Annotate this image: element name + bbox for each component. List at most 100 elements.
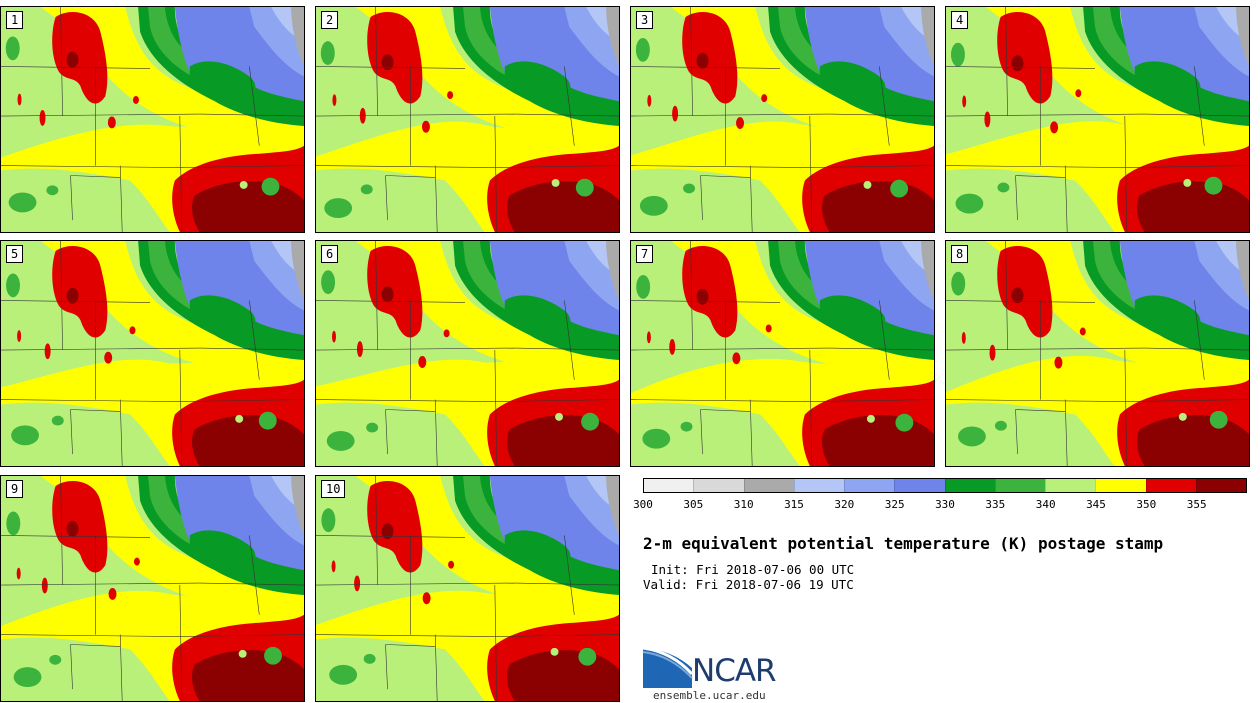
panel-label: 1 (6, 11, 24, 29)
field-region (367, 480, 423, 573)
state-boundary (199, 113, 304, 117)
field-region (550, 647, 559, 656)
field-region (52, 245, 108, 338)
state-boundary (1, 634, 180, 637)
panel-label: 5 (6, 245, 24, 263)
field-region (997, 182, 1010, 193)
field-region (696, 52, 709, 69)
colorbar-tick-label: 355 (1186, 498, 1207, 511)
field-region (316, 168, 485, 232)
state-boundary (316, 300, 466, 303)
field-region (682, 245, 738, 338)
field-region (51, 415, 64, 426)
field-region (316, 637, 485, 701)
field-region (354, 575, 361, 592)
logo-text: NCAR (692, 653, 777, 689)
colorbar (643, 478, 1247, 493)
state-boundary (1015, 175, 1066, 178)
theta-e-map (631, 7, 934, 232)
field-region (1050, 121, 1059, 134)
field-region (329, 664, 358, 685)
colorbar-swatch (944, 479, 995, 492)
state-boundary (494, 350, 498, 466)
field-region (11, 425, 39, 446)
state-boundary (631, 66, 781, 69)
panel-label: 4 (951, 11, 969, 29)
field-region (1011, 287, 1024, 304)
state-boundary (316, 347, 515, 351)
field-region (504, 295, 571, 333)
state-boundary (564, 300, 575, 380)
field-region (890, 179, 909, 198)
state-boundary (434, 634, 438, 701)
colorbar-tick-label: 350 (1136, 498, 1157, 511)
theta-e-map (946, 241, 1249, 466)
state-boundary (70, 175, 121, 178)
field-region (951, 271, 966, 296)
field-region (962, 95, 967, 108)
state-boundary (1064, 399, 1068, 466)
theta-e-map (316, 241, 619, 466)
field-region (961, 331, 966, 344)
state-boundary (809, 350, 813, 466)
field-region (921, 241, 934, 301)
field-region (765, 324, 772, 333)
state-boundary (749, 165, 753, 232)
field-region (189, 530, 256, 568)
field-region (946, 168, 1115, 232)
field-region (507, 650, 619, 701)
state-boundary (70, 644, 121, 647)
field-region (235, 414, 244, 423)
state-boundary (179, 350, 183, 466)
field-region (1054, 356, 1063, 369)
state-boundary (514, 582, 619, 586)
valid-time: Valid: Fri 2018-07-06 19 UTC (643, 577, 854, 592)
colorbar-swatch (644, 479, 694, 492)
panel-label: 3 (636, 11, 654, 29)
field-region (642, 428, 671, 449)
state-boundary (1015, 409, 1066, 412)
field-region (555, 412, 564, 421)
theta-e-map (1, 241, 304, 466)
colorbar-swatch (1045, 479, 1096, 492)
colorbar-swatch (1095, 479, 1146, 492)
state-boundary (179, 399, 304, 402)
state-boundary (1124, 165, 1249, 168)
state-boundary (564, 535, 575, 615)
field-region (261, 177, 280, 196)
panel-label: 2 (321, 11, 339, 29)
field-region (363, 653, 376, 664)
field-region (863, 180, 872, 189)
field-region (238, 649, 247, 658)
state-boundary (316, 165, 495, 168)
state-boundary (1064, 165, 1068, 232)
state-boundary (385, 644, 436, 647)
panel-label: 10 (321, 480, 346, 498)
state-boundary (946, 300, 1096, 303)
state-boundary (60, 476, 63, 586)
state-boundary (316, 399, 495, 402)
field-region (989, 344, 996, 361)
colorbar-tick-label: 335 (985, 498, 1006, 511)
field-region (736, 117, 745, 130)
state-boundary (1, 66, 151, 69)
field-region (320, 41, 335, 65)
field-region (418, 356, 427, 368)
state-boundary (179, 634, 304, 637)
field-region (955, 193, 984, 214)
field-region (192, 415, 304, 466)
state-boundary (1015, 175, 1018, 221)
panel-label: 8 (951, 245, 969, 263)
state-boundary (316, 582, 515, 586)
state-boundary (1005, 7, 1008, 117)
panel-8: 8 (945, 240, 1250, 467)
colorbar-tick-label: 340 (1035, 498, 1056, 511)
field-region (696, 288, 709, 305)
state-boundary (119, 634, 123, 701)
state-boundary (70, 409, 121, 412)
field-region (958, 426, 986, 447)
field-region (507, 181, 619, 232)
field-region (1, 637, 170, 701)
state-boundary (1015, 409, 1018, 455)
state-boundary (1124, 399, 1249, 402)
